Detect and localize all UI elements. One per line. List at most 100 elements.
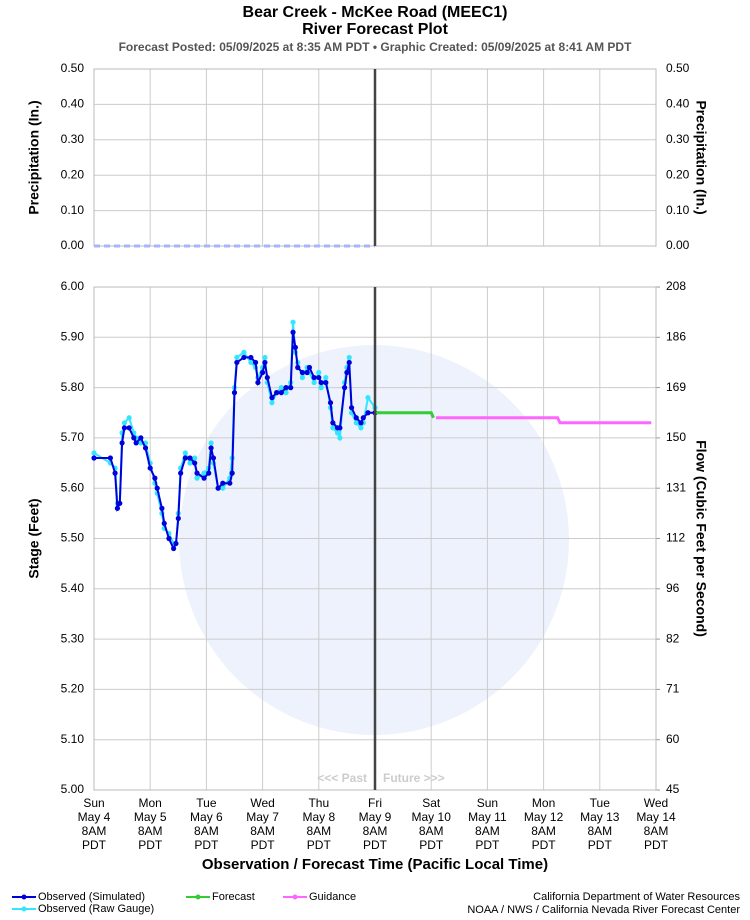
data-point: [192, 455, 198, 461]
data-point: [192, 460, 198, 466]
data-point: [365, 410, 371, 416]
y-tick-label: 6.00: [61, 279, 85, 293]
data-point: [283, 390, 289, 396]
data-point: [241, 354, 247, 361]
data-point: [327, 400, 334, 406]
y-tick-label: 0.30: [61, 132, 85, 146]
y-tick-label: 5.80: [61, 380, 85, 394]
y2-tick-label: 96: [666, 581, 680, 595]
y-tick-label: 0.40: [61, 97, 85, 111]
data-point: [334, 430, 341, 436]
y2-tick-label: 71: [666, 682, 680, 696]
x-tick-label: Sun: [83, 796, 104, 810]
y-tick-label: 0.10: [61, 203, 85, 217]
x-tick-label: 8AM: [419, 824, 444, 838]
x-tick-label: 8AM: [644, 824, 669, 838]
x-tick-label: May 4: [78, 810, 111, 824]
data-point: [121, 420, 128, 426]
data-point: [194, 470, 200, 476]
data-point: [316, 369, 322, 376]
data-point: [187, 455, 193, 461]
data-point: [269, 400, 275, 406]
data-point: [206, 470, 212, 476]
data-point: [360, 415, 366, 421]
data-point: [138, 435, 144, 441]
y2-tick-label: 0.20: [666, 167, 690, 181]
data-point: [283, 385, 289, 391]
data-point: [227, 480, 233, 486]
y-tick-label: 5.00: [61, 782, 85, 796]
y-tick-label: 0.20: [61, 167, 85, 181]
y-tick-label: 5.90: [61, 329, 85, 343]
data-point: [337, 435, 343, 441]
data-point: [348, 405, 355, 411]
data-point: [91, 450, 97, 456]
x-tick-label: PDT: [138, 838, 163, 852]
y-tick-label: 5.40: [61, 581, 85, 595]
data-point: [231, 390, 238, 396]
x-tick-label: May 13: [580, 810, 620, 824]
data-point: [306, 364, 313, 371]
data-point: [208, 445, 214, 451]
y-tick-label: 5.20: [61, 682, 85, 696]
data-point: [201, 475, 207, 481]
legend-label: Guidance: [309, 891, 356, 903]
data-point: [171, 545, 177, 552]
x-tick-label: PDT: [194, 838, 219, 852]
x-tick-label: Tue: [196, 796, 217, 810]
y2-tick-label: 208: [666, 279, 686, 293]
data-point: [346, 354, 352, 361]
y2-tick-label: 112: [666, 531, 685, 545]
data-point: [114, 505, 121, 511]
x-tick-label: May 8: [302, 810, 335, 824]
data-point: [330, 420, 336, 426]
data-point: [304, 369, 310, 376]
x-tick-label: PDT: [307, 838, 332, 852]
data-point: [278, 390, 284, 396]
data-point: [292, 344, 298, 350]
y2-tick-label: 45: [666, 782, 680, 796]
data-point: [241, 349, 247, 355]
data-point: [318, 379, 324, 386]
x-tick-label: 8AM: [475, 824, 500, 838]
y2-tick-label: 150: [666, 430, 686, 444]
x-tick-label: Sun: [477, 796, 498, 810]
y2-axis-title: Precipitation (In.): [693, 100, 709, 214]
data-point: [234, 359, 240, 366]
series-line: [375, 411, 435, 419]
x-tick-label: Mon: [139, 796, 162, 810]
y2-tick-label: 0.10: [666, 203, 690, 217]
credit: California Department of Water Resources: [533, 891, 740, 903]
y2-tick-label: 0.30: [666, 132, 690, 146]
x-tick-label: PDT: [251, 838, 276, 852]
data-point: [262, 354, 268, 361]
x-tick-label: 8AM: [250, 824, 275, 838]
x-tick-label: Wed: [644, 796, 668, 810]
data-point: [147, 465, 153, 471]
data-point: [159, 505, 165, 511]
y-axis-title: Precipitation (In.): [26, 100, 42, 214]
data-point: [161, 520, 167, 527]
data-point: [365, 395, 371, 401]
data-point: [154, 485, 160, 491]
x-tick-label: Wed: [250, 796, 274, 810]
data-point: [255, 379, 261, 386]
data-point: [152, 475, 158, 481]
data-point: [131, 435, 137, 441]
y-tick-label: 5.30: [61, 631, 85, 645]
data-point: [311, 379, 317, 386]
legend-swatch: [195, 894, 201, 900]
data-point: [220, 485, 226, 491]
legend-swatch: [21, 906, 27, 912]
y2-tick-label: 0.00: [666, 238, 690, 252]
x-tick-label: PDT: [419, 838, 444, 852]
legend-swatch: [21, 894, 27, 900]
data-point: [182, 450, 188, 456]
data-point: [126, 415, 132, 421]
x-tick-label: May 6: [190, 810, 223, 824]
x-tick-label: Thu: [308, 796, 329, 810]
data-point: [288, 385, 294, 391]
annotation: <<< Past: [317, 771, 367, 785]
x-tick-label: 8AM: [531, 824, 556, 838]
x-tick-label: 8AM: [138, 824, 163, 838]
